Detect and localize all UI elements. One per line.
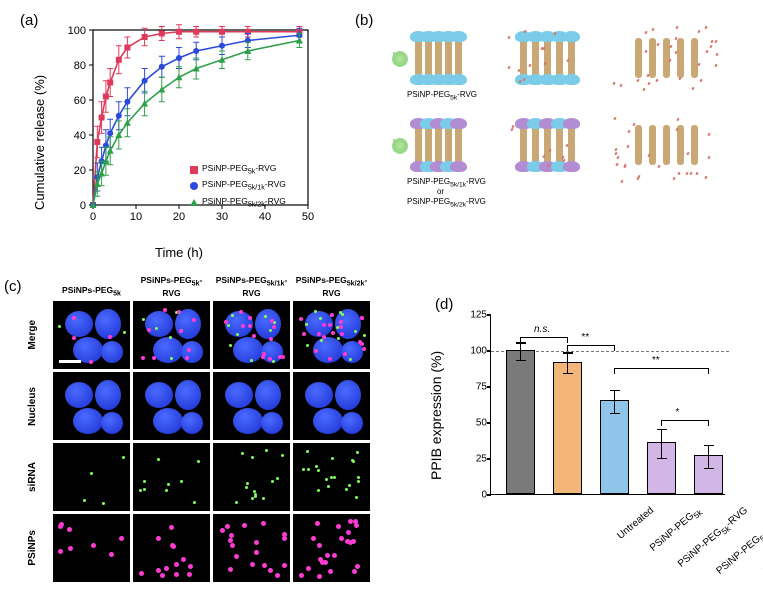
legend-item: PSiNP-PEG5k-RVG — [190, 162, 286, 177]
svg-text:80: 80 — [74, 60, 86, 72]
micro-row-header: Nucleus — [27, 387, 38, 426]
micro-row-header: siRNA — [27, 462, 38, 492]
chartD-bar — [506, 350, 535, 494]
legend-item: PSiNP-PEG5k/2k-RVG — [190, 195, 286, 210]
micro-cell — [53, 443, 130, 511]
svg-text:20: 20 — [173, 211, 185, 223]
micro-cell — [293, 514, 370, 582]
svg-text:0: 0 — [80, 200, 86, 212]
row2-caption-b: PSiNP-PEG5k/2k-RVG — [407, 197, 486, 209]
significance-label: * — [675, 407, 679, 418]
chartD-ylabel: PPIB expression (%) — [428, 351, 444, 480]
micro-cell — [213, 372, 290, 440]
svg-text:40: 40 — [259, 211, 271, 223]
significance-label: n.s. — [534, 324, 550, 335]
chartD-bar — [600, 400, 629, 494]
mechanism-diagram: PSiNP-PEG5k-RVG PSiNP-PEG5k/1k-RVGorPSiNP… — [395, 30, 725, 210]
microscopy-grid: PSiNPs-PEG5kPSiNPs-PEG5k-RVGPSiNPs-PEG5k… — [14, 280, 394, 582]
micro-cell — [293, 301, 370, 369]
chartD-category: Untreated — [557, 505, 656, 591]
svg-text:10: 10 — [130, 211, 142, 223]
svg-text:30: 30 — [216, 211, 228, 223]
micro-cell — [213, 301, 290, 369]
row1-caption: PSiNP-PEG5k-RVG — [407, 90, 477, 102]
svg-text:0: 0 — [90, 211, 96, 223]
micro-cell — [293, 443, 370, 511]
micro-cell — [133, 514, 210, 582]
svg-text:50: 50 — [302, 211, 314, 223]
chartA-xlabel: Time (h) — [155, 245, 203, 260]
micro-col-header: PSiNPs-PEG5k-RVG — [133, 275, 210, 298]
panel-b-label: (b) — [355, 12, 373, 29]
significance-label: ** — [581, 332, 589, 343]
chartA-legend: PSiNP-PEG5k-RVGPSiNP-PEG5k/1k-RVG PSiNP-P… — [190, 162, 286, 211]
svg-text:20: 20 — [74, 165, 86, 177]
micro-cell — [213, 443, 290, 511]
chartA-ylabel: Cumulative release (%) — [32, 75, 47, 210]
micro-cell — [53, 514, 130, 582]
micro-cell — [53, 301, 130, 369]
micro-col-header: PSiNPs-PEG5k — [53, 285, 130, 298]
micro-cell — [293, 372, 370, 440]
micro-cell — [53, 372, 130, 440]
micro-col-header: PSiNPs-PEG5k/2k-RVG — [293, 275, 370, 298]
micro-cell — [133, 443, 210, 511]
row2-caption-or: or — [437, 187, 444, 196]
micro-row-header: PSiNPs — [27, 530, 38, 566]
svg-text:100: 100 — [68, 25, 86, 37]
ppib-bar-chart: 0255075100125UntreatedPSiNP-PEG5kPSiNP-P… — [440, 300, 740, 570]
panel-a-label: (a) — [20, 12, 38, 29]
legend-item: PSiNP-PEG5k/1k-RVG — [190, 178, 286, 193]
svg-text:40: 40 — [74, 130, 86, 142]
chartD-bar — [553, 362, 582, 494]
micro-cell — [133, 372, 210, 440]
micro-row-header: Merge — [27, 320, 38, 349]
row2-caption-a: PSiNP-PEG5k/1k-RVG — [407, 177, 486, 189]
micro-cell — [213, 514, 290, 582]
micro-cell — [133, 301, 210, 369]
micro-col-header: PSiNPs-PEG5k/1k-RVG — [213, 275, 290, 298]
svg-text:60: 60 — [74, 95, 86, 107]
significance-label: ** — [652, 355, 660, 366]
